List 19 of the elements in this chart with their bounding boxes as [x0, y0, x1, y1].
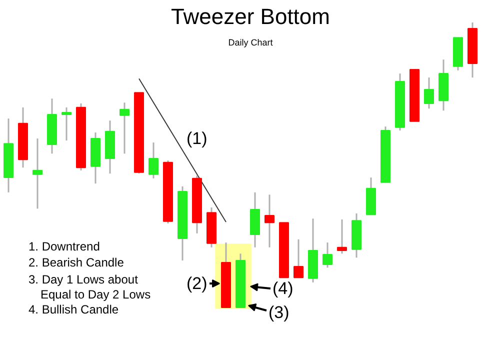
- annotation: (3): [268, 303, 290, 322]
- chart-title: Tweezer Bottom: [171, 4, 330, 29]
- annotation: 3. Day 1 Lows about Equal to Day 2 Lows: [28, 272, 151, 302]
- annotation: (4): [272, 279, 294, 298]
- annotation: 4. Bullish Candle: [28, 302, 119, 316]
- annotation: 2. Bearish Candle: [28, 256, 124, 270]
- candlestick: [294, 238, 304, 278]
- annotation: (1): [186, 129, 208, 148]
- candlestick: [264, 194, 274, 248]
- candlestick: [148, 142, 158, 180]
- annotation: 1. Downtrend: [28, 240, 100, 254]
- candlestick: [120, 102, 130, 154]
- annotation: (2): [186, 274, 208, 293]
- text: Daily Chart: [228, 38, 274, 48]
- candlestick: [322, 242, 332, 268]
- candlestick: [424, 76, 434, 110]
- candlestick: [62, 106, 72, 142]
- candlestick: [337, 218, 347, 254]
- candlestick: [32, 138, 42, 210]
